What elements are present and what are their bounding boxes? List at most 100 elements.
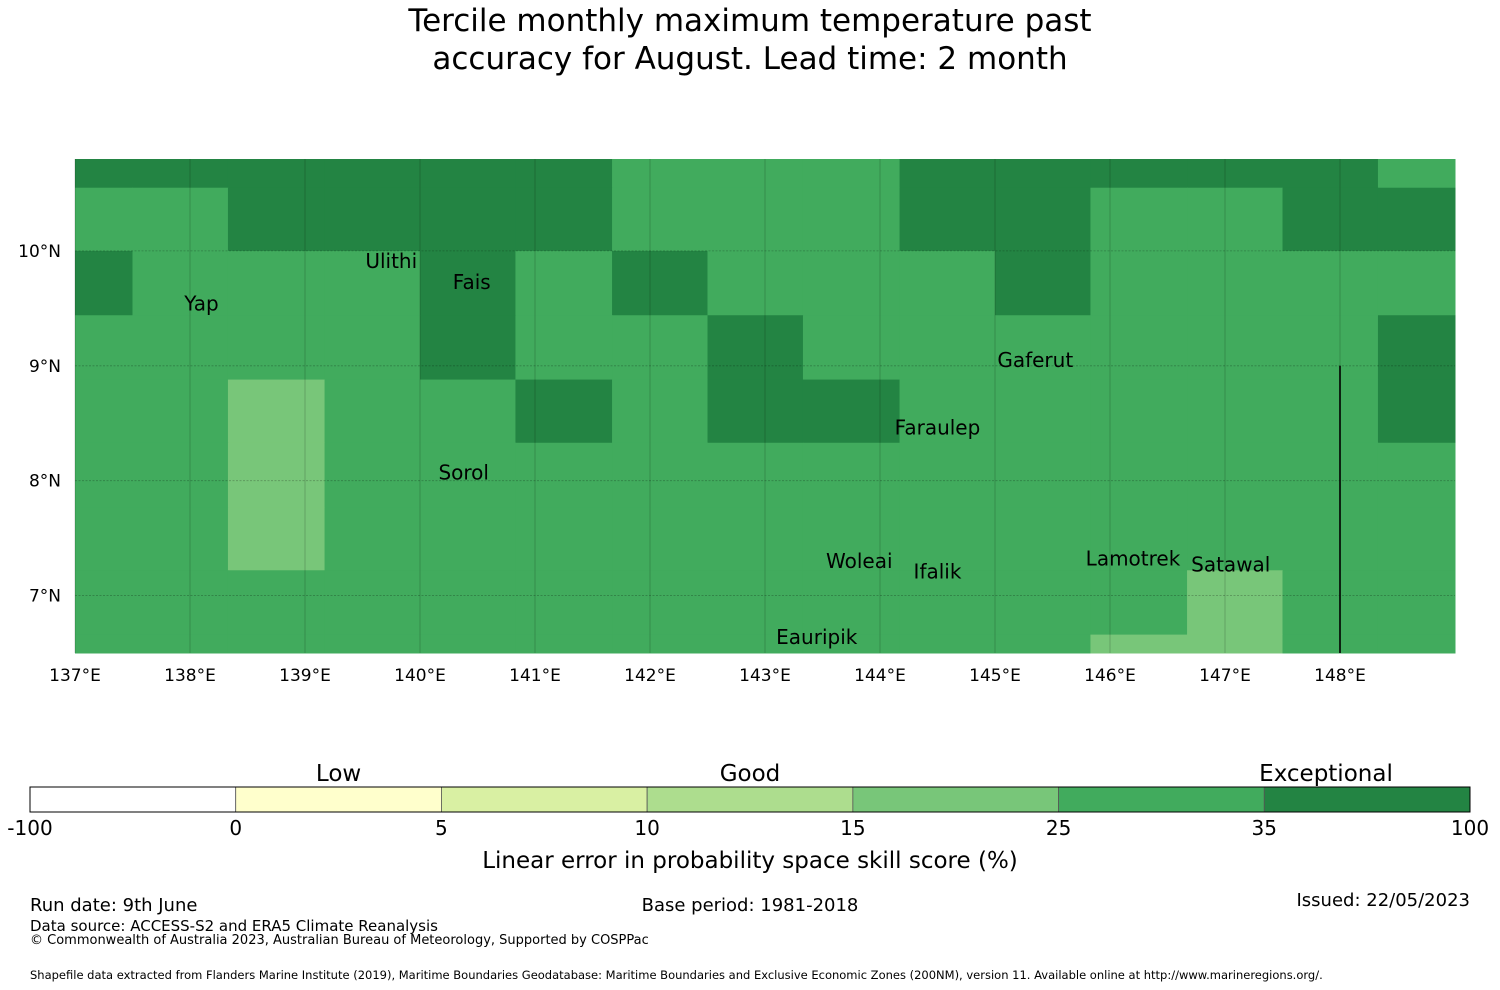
grid-cell (802, 634, 901, 654)
grid-cell (132, 187, 229, 252)
colorbar-tick-label: 0 (229, 816, 242, 840)
grid-cell (132, 507, 229, 571)
grid-cell (1187, 634, 1283, 654)
place-label: Ulithi (365, 249, 417, 273)
grid-cell (1377, 507, 1456, 571)
grid-cell (612, 634, 708, 654)
grid-cell (227, 250, 326, 316)
colorbar-tick-label: 35 (1252, 816, 1277, 840)
grid-cell (802, 250, 901, 316)
grid-cell (1090, 570, 1188, 636)
grid-cell (420, 634, 516, 654)
grid-cell (227, 379, 326, 444)
grid-cell (515, 250, 613, 316)
grid-cell (1187, 507, 1283, 571)
colorbar-tick-label: 100 (1451, 816, 1489, 840)
grid-cell (324, 634, 421, 654)
place-label: Eauripik (776, 625, 858, 649)
grid-cell (132, 379, 229, 444)
longitude-tick-label: 140°E (394, 666, 446, 686)
colorbar-category-label: Low (316, 761, 361, 787)
colorbar-bin (646, 786, 854, 813)
grid-cell (515, 159, 613, 189)
grid-cell (132, 570, 229, 636)
longitude-tick-label: 138°E (164, 666, 216, 686)
longitude-tick-label: 141°E (509, 666, 561, 686)
grid-cell (995, 315, 1091, 381)
grid-cell (420, 507, 516, 571)
grid-cell (227, 507, 326, 571)
grid-cell (1090, 187, 1188, 252)
grid-cell (707, 250, 804, 316)
colorbar-tick-label: 5 (435, 816, 448, 840)
colorbar-legend: -100 0 5 10 15 25 35 100 Low Good Exceptional Linea… (7, 761, 1489, 874)
grid-cell (75, 570, 133, 636)
grid-cell (612, 159, 708, 189)
grid-cell (707, 315, 804, 381)
grid-cell (324, 187, 421, 252)
grid-cell (420, 250, 516, 316)
place-label: Yap (183, 292, 218, 316)
latitude-tick-label: 7°N (29, 587, 61, 607)
grid-cell (899, 315, 996, 381)
grid-cell (1377, 250, 1456, 316)
grid-cell (324, 570, 421, 636)
grid-cell (899, 570, 996, 636)
run-date: Run date: 9th June (30, 895, 198, 916)
grid-cell (707, 634, 804, 654)
grid-cell (1282, 159, 1379, 189)
colorbar-tick-label: 10 (634, 816, 659, 840)
colorbar-bin (1263, 786, 1471, 813)
map-title-line-1: Tercile monthly maximum temperature past (408, 3, 1092, 39)
grid-cell (227, 159, 326, 189)
grid-cell (1187, 187, 1283, 252)
grid-cell (324, 507, 421, 571)
grid-cell (75, 250, 133, 316)
grid-cell (1187, 315, 1283, 381)
grid-cell (612, 187, 708, 252)
grid-cell (132, 159, 229, 189)
grid-cell (707, 442, 804, 508)
grid-cell (1377, 315, 1456, 381)
grid-cell (1090, 442, 1188, 508)
grid-cell (995, 159, 1091, 189)
latitude-tick-label: 10°N (18, 242, 61, 262)
grid-cell (1377, 159, 1456, 189)
grid-cell (612, 379, 708, 444)
grid-cell (707, 379, 804, 444)
grid-cell (802, 442, 901, 508)
colorbar-tick-label: 25 (1046, 816, 1071, 840)
grid-cell (1282, 250, 1379, 316)
grid-cell (75, 507, 133, 571)
grid-cell (802, 379, 901, 444)
grid-cell (420, 442, 516, 508)
grid-cell (899, 634, 996, 654)
grid-cell (1377, 379, 1456, 444)
latitude-tick-label: 9°N (29, 357, 61, 377)
place-label: Ifalik (914, 559, 962, 583)
grid-cell (707, 507, 804, 571)
grid-cell (75, 315, 133, 381)
grid-cell (1377, 187, 1456, 252)
grid-cell (1377, 442, 1456, 508)
grid-cell (899, 507, 996, 571)
grid-cell (324, 442, 421, 508)
grid-cell (1187, 570, 1283, 636)
longitude-tick-label: 137°E (49, 666, 101, 686)
grid-cell (1282, 442, 1379, 508)
grid-cell (324, 250, 421, 316)
grid-cell (420, 187, 516, 252)
grid-cell (899, 442, 996, 508)
grid-cell (132, 442, 229, 508)
grid-cell (899, 250, 996, 316)
grid-cell (612, 442, 708, 508)
grid-cell (132, 250, 229, 316)
grid-cell (899, 187, 996, 252)
grid-cell (515, 634, 613, 654)
grid-cell (995, 570, 1091, 636)
grid-cell (324, 379, 421, 444)
grid-cell (75, 159, 133, 189)
grid-cell (995, 442, 1091, 508)
colorbar-axis-title: Linear error in probability space skill … (482, 848, 1018, 874)
